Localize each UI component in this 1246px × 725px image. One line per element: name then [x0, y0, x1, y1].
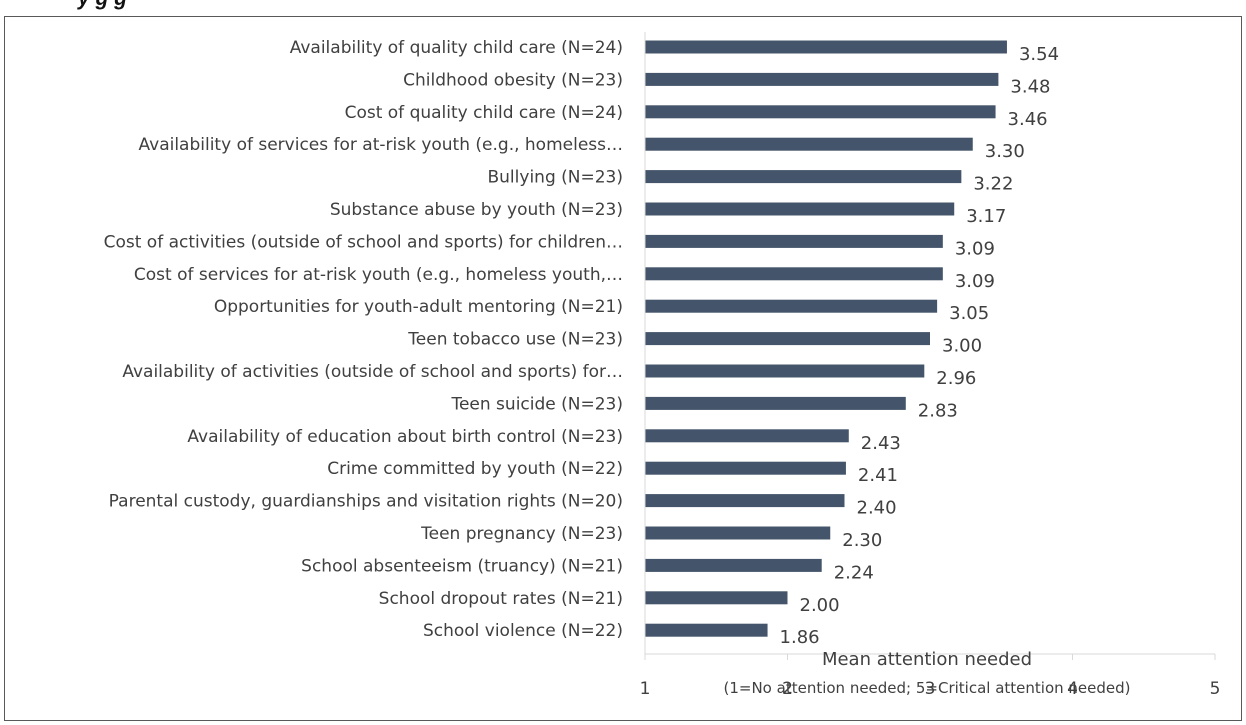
category-label: Crime committed by youth (N=22) — [327, 459, 623, 479]
bars-group — [645, 40, 1007, 637]
category-label: School dropout rates (N=21) — [379, 589, 623, 609]
bar — [645, 623, 768, 637]
page-header: y g g — [0, 0, 1246, 14]
value-label: 3.54 — [1019, 44, 1059, 65]
value-labels-group: 3.54 3.48 3.46 3.30 3.22 3.17 3.09 3.09 3.05 3.00… — [780, 44, 1059, 648]
value-label: 3.48 — [1010, 76, 1050, 97]
bar — [645, 558, 822, 572]
category-label: Teen suicide (N=23) — [450, 394, 623, 414]
category-label: Cost of activities (outside of school an… — [104, 232, 623, 252]
value-label: 1.86 — [780, 627, 820, 648]
bar — [645, 299, 938, 313]
bar — [645, 234, 943, 248]
value-label: 3.17 — [966, 206, 1006, 227]
bar — [645, 72, 999, 86]
x-tick-label: 1 — [640, 679, 651, 699]
category-label: Bullying (N=23) — [488, 168, 624, 188]
value-label: 3.00 — [942, 336, 982, 357]
category-label: Availability of services for at-risk you… — [139, 135, 624, 155]
category-label: Substance abuse by youth (N=23) — [330, 200, 623, 220]
bar — [645, 591, 788, 605]
x-tick-label: 5 — [1210, 679, 1221, 699]
value-label: 3.22 — [973, 174, 1013, 195]
bar — [645, 40, 1007, 54]
value-label: 3.30 — [985, 141, 1025, 162]
value-label: 3.09 — [955, 238, 995, 259]
bar — [645, 364, 925, 378]
bar — [645, 526, 831, 540]
x-axis: 1 2 3 4 5 — [640, 32, 1221, 699]
bar — [645, 396, 906, 410]
category-label: Availability of activities (outside of s… — [122, 362, 623, 382]
bar — [645, 332, 930, 346]
value-label: 2.83 — [918, 400, 958, 421]
category-labels-group: Availability of quality child care (N=24… — [104, 38, 623, 641]
page-header-title-fragment: y g g — [78, 0, 127, 11]
bar — [645, 137, 973, 151]
category-label: Teen pregnancy (N=23) — [420, 524, 623, 544]
category-label: School absenteeism (truancy) (N=21) — [301, 556, 623, 576]
bar — [645, 170, 962, 184]
category-label: Cost of services for at-risk youth (e.g.… — [134, 265, 623, 285]
category-label: Availability of quality child care (N=24… — [290, 38, 623, 58]
x-tick-label: 3 — [925, 679, 936, 699]
value-label: 3.46 — [1008, 109, 1048, 130]
value-label: 3.05 — [949, 303, 989, 324]
category-label: Childhood obesity (N=23) — [403, 70, 623, 90]
value-label: 2.00 — [800, 595, 840, 616]
category-label: Cost of quality child care (N=24) — [345, 103, 623, 123]
bar — [645, 461, 846, 475]
category-label: Teen tobacco use (N=23) — [407, 330, 623, 350]
value-label: 2.41 — [858, 465, 898, 486]
x-axis-subtitle: (1=No attention needed; 5=Critical atten… — [724, 679, 1131, 697]
value-label: 2.96 — [936, 368, 976, 389]
x-tick-label: 4 — [1067, 679, 1078, 699]
value-label: 2.40 — [857, 498, 897, 519]
chart-frame — [4, 16, 1242, 721]
category-label: Availability of education about birth co… — [187, 427, 623, 447]
bar — [645, 202, 955, 216]
bar — [645, 494, 845, 508]
category-label: Parental custody, guardianships and visi… — [109, 492, 623, 512]
value-label: 2.30 — [842, 530, 882, 551]
bar — [645, 105, 996, 119]
value-label: 3.09 — [955, 271, 995, 292]
x-tick-label: 2 — [782, 679, 793, 699]
value-label: 2.43 — [861, 433, 901, 454]
value-label: 2.24 — [834, 562, 874, 583]
bar — [645, 267, 943, 281]
bar — [645, 429, 849, 443]
category-label: School violence (N=22) — [423, 621, 623, 641]
category-label: Opportunities for youth-adult mentoring … — [214, 297, 623, 317]
x-axis-title: Mean attention needed — [822, 649, 1032, 670]
